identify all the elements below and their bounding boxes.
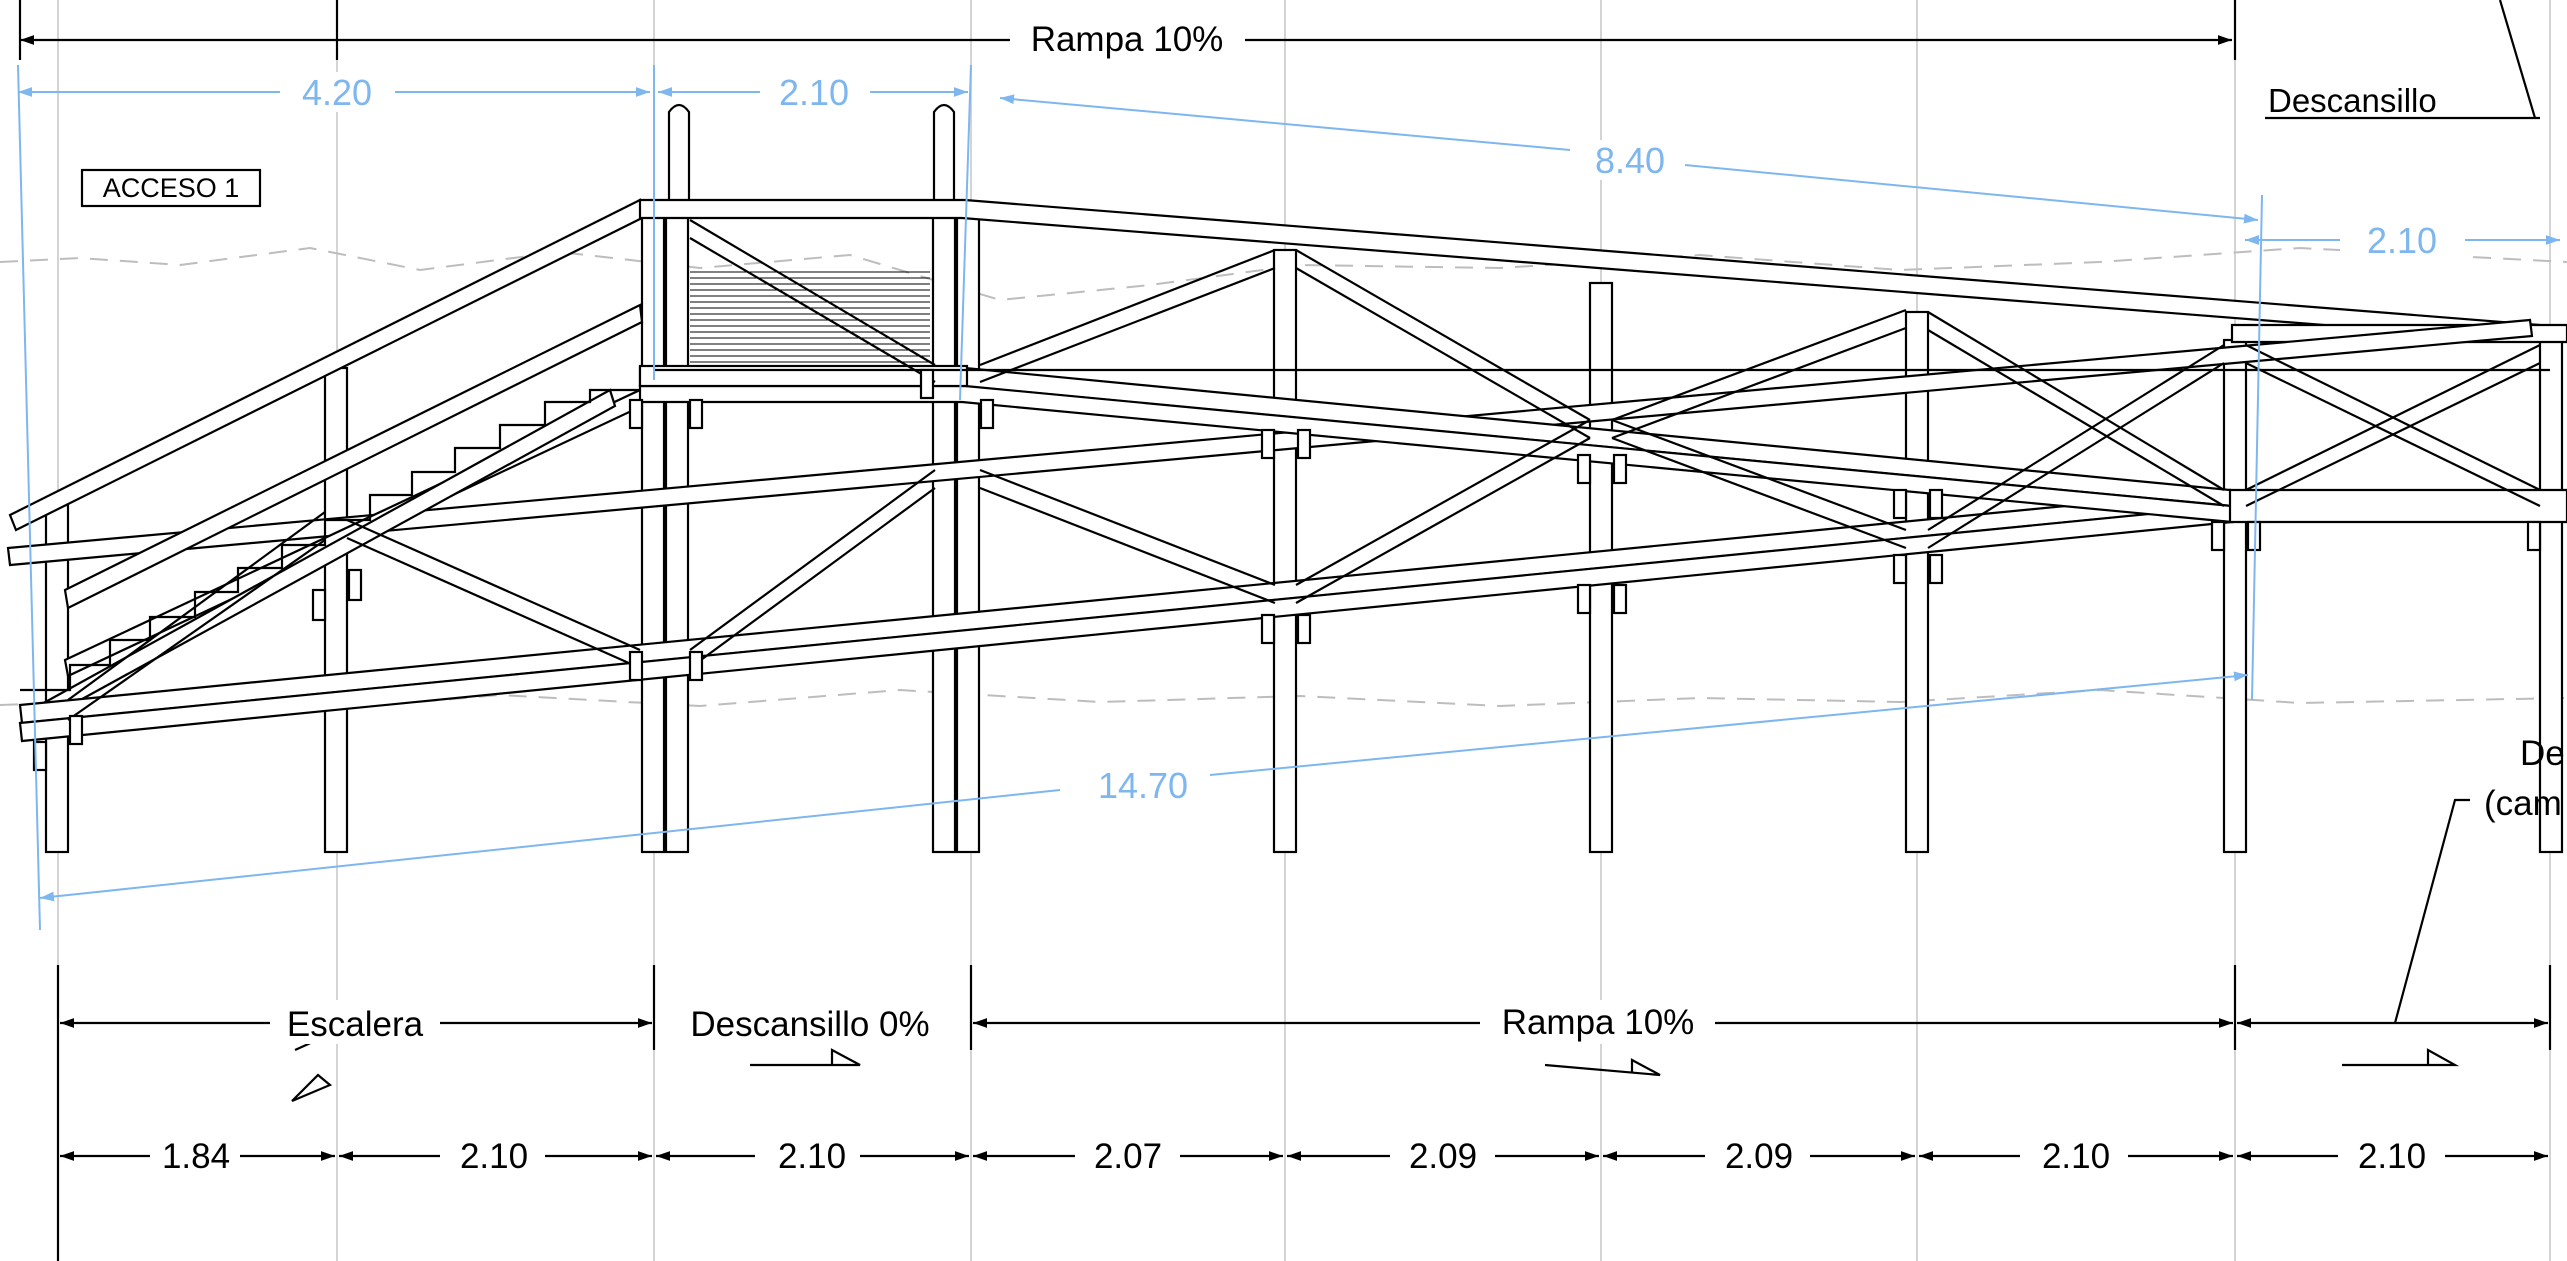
connection-plates <box>32 368 2542 772</box>
access-label-box <box>80 168 262 208</box>
ramp-deck <box>18 364 2567 743</box>
blue-dimensions <box>17 64 2560 931</box>
dim-top-8-40: 8.40 <box>1595 140 1665 181</box>
section-label-stair: Escalera <box>287 1005 424 1044</box>
blue-dimension-text: 4.20 2.10 8.40 2.10 14.70 <box>280 72 2465 806</box>
text-labels: Rampa 10% Descansillo De (cam Escalera D… <box>270 18 2565 1044</box>
bracing <box>67 219 2541 721</box>
dim-bottom-1: 1.84 <box>162 1137 230 1176</box>
black-dimensions <box>18 0 2552 1261</box>
dim-top-2-10-a: 2.10 <box>779 72 849 113</box>
dim-bottom-6: 2.09 <box>1725 1137 1793 1176</box>
dim-bottom-2: 2.10 <box>460 1137 528 1176</box>
dim-bottom-4: 2.07 <box>1094 1137 1162 1176</box>
top-landing-label: Descansillo <box>2268 82 2437 119</box>
top-ramp-label: Rampa 10% <box>1031 20 1224 59</box>
dim-bottom-3: 2.10 <box>778 1137 846 1176</box>
dim-bottom-8: 2.10 <box>2358 1137 2426 1176</box>
dim-bottom-7: 2.10 <box>2042 1137 2110 1176</box>
dim-diagonal-14-70: 14.70 <box>1098 765 1188 806</box>
dim-top-2-10-b: 2.10 <box>2367 220 2437 261</box>
dim-top-4-20: 4.20 <box>302 72 372 113</box>
access-label-text: ACCESO 1 <box>103 173 240 203</box>
handrail-posts <box>667 103 956 210</box>
right-cut-paren-label: (cam <box>2484 784 2562 823</box>
right-cut-label: De <box>2520 734 2565 773</box>
stair <box>20 303 644 722</box>
slope-symbols <box>291 1003 2460 1103</box>
section-label-ramp: Rampa 10% <box>1502 1003 1695 1042</box>
section-label-landing: Descansillo 0% <box>690 1005 929 1044</box>
bottom-dimension-text: 1.84 2.10 2.10 2.07 2.09 2.09 2.10 2.10 <box>162 1137 2426 1176</box>
dim-bottom-5: 2.09 <box>1409 1137 1477 1176</box>
railing-panel <box>690 271 930 363</box>
access-label: ACCESO 1 <box>80 168 262 208</box>
